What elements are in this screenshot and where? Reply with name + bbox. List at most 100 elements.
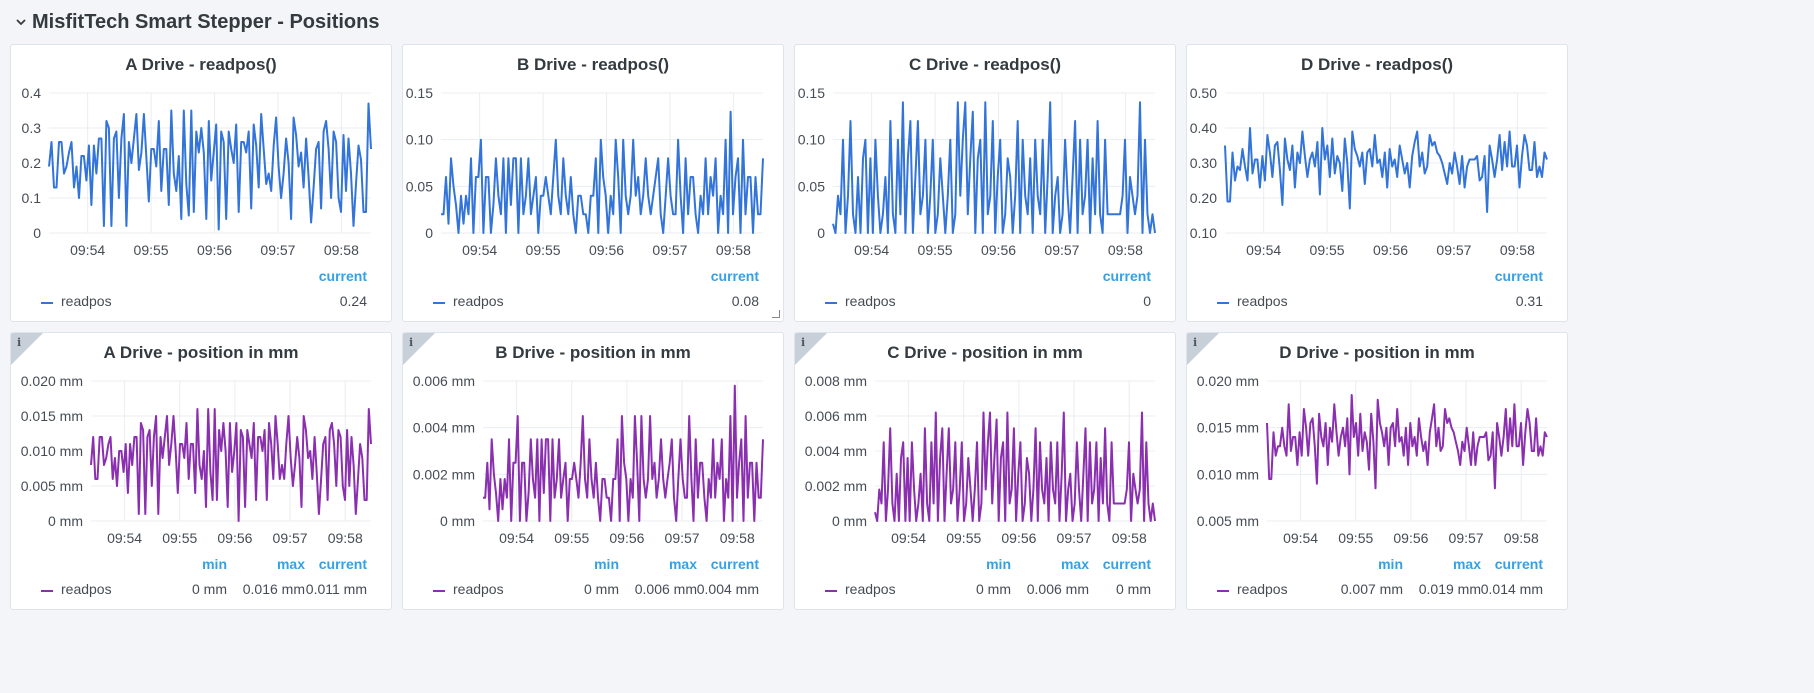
legend-swatch[interactable] [825, 590, 837, 592]
panel-info-corner[interactable] [1187, 333, 1219, 365]
panel-title[interactable]: C Drive - position in mm [887, 343, 1083, 362]
panel-title[interactable]: C Drive - readpos() [908, 55, 1062, 74]
y-tick-label: 0.30 [1190, 155, 1217, 171]
legend-header-max[interactable]: max [1452, 556, 1481, 572]
legend-series-name[interactable]: readpos [61, 581, 112, 597]
x-tick-label: 09:57 [1449, 530, 1484, 546]
series-line-readpos[interactable] [874, 411, 1156, 522]
x-tick-label: 09:54 [854, 242, 889, 258]
chart-b-readpos[interactable]: 0 0.05 0.10 0.15 09:54 09:55 09:56 09:57 09:58 [403, 45, 784, 265]
panel-title[interactable]: A Drive - position in mm [103, 343, 299, 362]
legend-swatch[interactable] [825, 302, 837, 304]
x-tick-label: 09:56 [589, 242, 624, 258]
legend-series-name[interactable]: readpos [845, 581, 896, 597]
series-line-readpos[interactable] [441, 110, 764, 234]
legend-swatch[interactable] [41, 302, 53, 304]
panel-d-mm[interactable]: i D Drive - position in mm 0.005 mm 0.010 m… [1186, 332, 1568, 610]
panel-title[interactable]: B Drive - readpos() [516, 55, 670, 74]
legend-row[interactable]: readpos 0.31 [1187, 293, 1567, 313]
row-title: MisfitTech Smart Stepper - Positions [32, 10, 380, 33]
panel-c-readpos[interactable]: C Drive - readpos() 0 0.05 0.10 0.15 09:54 09:… [794, 44, 1176, 322]
panel-title[interactable]: B Drive - position in mm [495, 343, 691, 362]
resize-handle[interactable] [772, 310, 780, 318]
series-line-readpos[interactable] [90, 408, 372, 522]
x-tick-label: 09:56 [981, 242, 1016, 258]
legend-header-current[interactable]: current [1494, 556, 1543, 572]
legend-header-max[interactable]: max [1060, 556, 1089, 572]
legend-value-current: 0.31 [1515, 293, 1543, 309]
legend-swatch[interactable] [433, 302, 445, 304]
legend-row[interactable]: readpos 0 mm 0.016 mm 0.011 mm [11, 581, 391, 601]
legend-header-current[interactable]: current [318, 556, 367, 572]
x-tick-label: 09:56 [197, 242, 232, 258]
panel-title[interactable]: D Drive - position in mm [1279, 343, 1475, 362]
panel-c-mm[interactable]: i C Drive - position in mm 0 mm 0.002 mm 0.0… [794, 332, 1176, 610]
info-icon[interactable]: i [1193, 336, 1198, 349]
legend-header-min[interactable]: min [986, 556, 1011, 572]
x-tick-label: 09:55 [162, 530, 197, 546]
panel-b-mm[interactable]: i B Drive - position in mm 0 mm 0.002 mm 0.0… [402, 332, 784, 610]
chart-d-mm[interactable]: 0.005 mm 0.010 mm 0.015 mm 0.020 mm 09:54 09:… [1187, 333, 1568, 553]
legend-row[interactable]: readpos 0 [795, 293, 1175, 313]
legend-swatch[interactable] [1217, 590, 1229, 592]
series-line-readpos[interactable] [1224, 127, 1548, 213]
legend-value-current: 0.24 [339, 293, 367, 309]
legend-header-current[interactable]: current [1102, 268, 1151, 284]
legend-series-name[interactable]: readpos [453, 581, 504, 597]
legend-header-max[interactable]: max [276, 556, 305, 572]
panel-a-mm[interactable]: i A Drive - position in mm 0 mm 0.005 mm 0.0… [10, 332, 392, 610]
legend-header-current[interactable]: current [318, 268, 367, 284]
legend-series-name[interactable]: readpos [61, 293, 112, 309]
legend-header-min[interactable]: min [594, 556, 619, 572]
legend-value-max: 0.016 mm [242, 581, 305, 597]
legend-row[interactable]: readpos 0 mm 0.006 mm 0 mm [795, 581, 1175, 601]
chart-a-mm[interactable]: 0 mm 0.005 mm 0.010 mm 0.015 mm 0.020 mm 09:5… [11, 333, 392, 553]
panel-info-corner[interactable] [795, 333, 827, 365]
chart-c-mm[interactable]: 0 mm 0.002 mm 0.004 mm 0.006 mm 0.008 mm 09:5… [795, 333, 1176, 553]
chart-a-readpos[interactable]: 0 0.1 0.2 0.3 0.4 09:54 09:55 09:56 09:57 09:58 [11, 45, 392, 265]
y-tick-label: 0.010 mm [21, 443, 83, 459]
legend-series-name[interactable]: readpos [453, 293, 504, 309]
panel-info-corner[interactable] [11, 333, 43, 365]
series-line-readpos[interactable] [1266, 394, 1548, 490]
legend-value-current: 0.014 mm [1480, 581, 1543, 597]
panel-a-readpos[interactable]: A Drive - readpos() 0 0.1 0.2 0.3 0.4 09:54 09:… [10, 44, 392, 322]
panel-info-corner[interactable] [403, 333, 435, 365]
chart-c-readpos[interactable]: 0 0.05 0.10 0.15 09:54 09:55 09:56 09:57 09:58 [795, 45, 1176, 265]
chevron-down-icon[interactable] [14, 15, 28, 29]
row-header[interactable]: MisfitTech Smart Stepper - Positions [0, 0, 1814, 44]
info-icon[interactable]: i [801, 336, 806, 349]
x-tick-label: 09:55 [918, 242, 953, 258]
chart-d-readpos[interactable]: 0.10 0.20 0.30 0.40 0.50 09:54 09:55 09:56 09:57… [1187, 45, 1568, 265]
legend-header-current[interactable]: current [1494, 268, 1543, 284]
legend-swatch[interactable] [41, 590, 53, 592]
series-line-readpos[interactable] [48, 102, 372, 231]
y-tick-label: 0 mm [832, 513, 867, 529]
info-icon[interactable]: i [17, 336, 22, 349]
series-line-readpos[interactable] [832, 101, 1156, 234]
panel-d-readpos[interactable]: D Drive - readpos() 0.10 0.20 0.30 0.40 0.50 0… [1186, 44, 1568, 322]
legend-header-min[interactable]: min [202, 556, 227, 572]
legend-header-current[interactable]: current [710, 268, 759, 284]
legend-series-name[interactable]: readpos [845, 293, 896, 309]
legend-row[interactable]: readpos 0.24 [11, 293, 391, 313]
legend-swatch[interactable] [433, 590, 445, 592]
legend-row[interactable]: readpos 0.08 [403, 293, 783, 313]
legend-row[interactable]: readpos 0.007 mm 0.019 mm 0.014 mm [1187, 581, 1567, 601]
legend-header-max[interactable]: max [668, 556, 697, 572]
legend-header-current[interactable]: current [1102, 556, 1151, 572]
y-tick-label: 0.002 mm [413, 466, 475, 482]
panel-title[interactable]: D Drive - readpos() [1300, 55, 1454, 74]
chart-b-mm[interactable]: 0 mm 0.002 mm 0.004 mm 0.006 mm 09:54 09:55 09… [403, 333, 784, 553]
legend-header-current[interactable]: current [710, 556, 759, 572]
legend-header-min[interactable]: min [1378, 556, 1403, 572]
series-line-readpos[interactable] [483, 384, 764, 522]
info-icon[interactable]: i [409, 336, 414, 349]
legend-swatch[interactable] [1217, 302, 1229, 304]
legend-row[interactable]: readpos 0 mm 0.006 mm 0.004 mm [403, 581, 783, 601]
y-tick-label: 0.010 mm [1197, 466, 1259, 482]
legend-series-name[interactable]: readpos [1237, 581, 1288, 597]
panel-b-readpos[interactable]: B Drive - readpos() 0 0.05 0.10 0.15 09:54 09:… [402, 44, 784, 322]
legend-series-name[interactable]: readpos [1237, 293, 1288, 309]
panel-title[interactable]: A Drive - readpos() [125, 55, 277, 74]
